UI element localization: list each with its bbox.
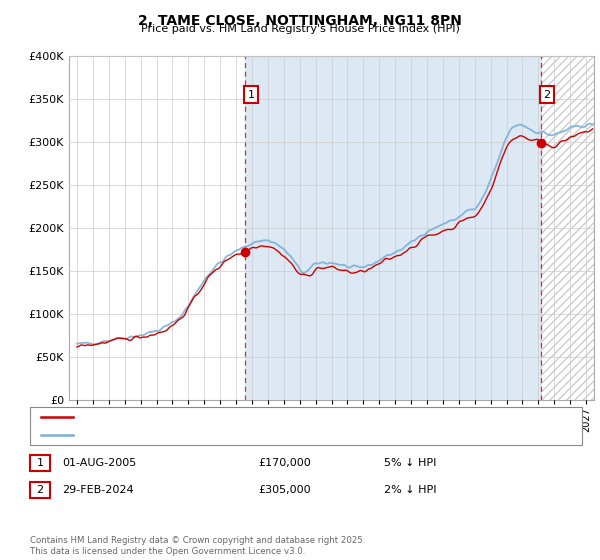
Text: 1: 1 [37,458,43,468]
Bar [541,56,600,400]
Text: Price paid vs. HM Land Registry's House Price Index (HPI): Price paid vs. HM Land Registry's House … [140,24,460,34]
Text: Contains HM Land Registry data © Crown copyright and database right 2025.
This d: Contains HM Land Registry data © Crown c… [30,536,365,556]
Text: £305,000: £305,000 [258,485,311,495]
Text: 2% ↓ HPI: 2% ↓ HPI [384,485,437,495]
Text: 2: 2 [544,90,550,100]
Bar [541,56,600,400]
Text: 29-FEB-2024: 29-FEB-2024 [62,485,133,495]
Text: £170,000: £170,000 [258,458,311,468]
Text: 2, TAME CLOSE, NOTTINGHAM, NG11 8PN (detached house): 2, TAME CLOSE, NOTTINGHAM, NG11 8PN (det… [78,412,389,422]
Text: 2: 2 [37,485,43,495]
Text: 5% ↓ HPI: 5% ↓ HPI [384,458,436,468]
Text: 1: 1 [248,90,255,100]
Text: 01-AUG-2005: 01-AUG-2005 [62,458,136,468]
Bar [245,56,541,400]
Text: HPI: Average price, detached house, City of Nottingham: HPI: Average price, detached house, City… [78,430,370,440]
Text: 2, TAME CLOSE, NOTTINGHAM, NG11 8PN: 2, TAME CLOSE, NOTTINGHAM, NG11 8PN [138,14,462,28]
